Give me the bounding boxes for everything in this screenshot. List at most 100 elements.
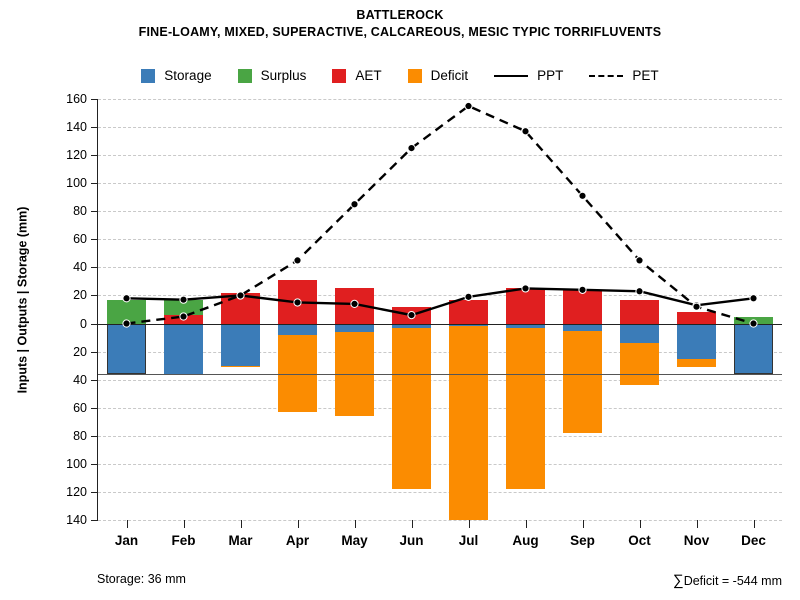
y-axis-tick xyxy=(91,407,98,409)
y-axis-tick xyxy=(91,183,98,185)
y-axis-tick xyxy=(91,127,98,129)
y-axis-tick-label: 100 xyxy=(66,176,87,191)
bar-segment-aet xyxy=(677,312,716,324)
x-axis-tick-label-jun: Jun xyxy=(399,533,424,548)
data-point-pet-jul xyxy=(464,101,473,111)
line-series-pet xyxy=(126,104,754,325)
data-point-ppt-apr xyxy=(293,298,302,307)
legend-item-surplus[interactable]: Surplus xyxy=(237,68,306,83)
bar-segment-surplus xyxy=(164,299,203,316)
y-axis-tick-label: 140 xyxy=(66,513,87,527)
y-axis-tick xyxy=(91,155,98,157)
gridline xyxy=(98,183,782,185)
gridline xyxy=(98,407,782,409)
gridline xyxy=(98,99,782,100)
x-axis-tick-label-dec: Dec xyxy=(741,533,766,548)
legend-item-ppt[interactable]: PPT xyxy=(494,68,563,83)
x-axis-tick-label-oct: Oct xyxy=(628,533,651,548)
x-axis-tick-label-mar: Mar xyxy=(228,533,253,548)
gridline xyxy=(98,295,782,297)
y-axis-tick xyxy=(91,295,98,297)
bar-segment-storage xyxy=(278,323,317,335)
legend-label: Storage xyxy=(164,68,212,83)
square-swatch xyxy=(237,68,252,83)
data-point-ppt-feb xyxy=(179,295,188,304)
legend-item-storage[interactable]: Storage xyxy=(141,68,212,83)
data-point-ppt-aug xyxy=(521,284,530,293)
page-title: BATTLEROCK xyxy=(356,8,444,22)
x-axis-tick-label-apr: Apr xyxy=(285,533,310,548)
bar-segment-deficit xyxy=(392,327,431,490)
data-point-pet-aug xyxy=(521,127,530,136)
x-axis-tick-label-nov: Nov xyxy=(683,533,710,548)
y-axis-tick-label: 100 xyxy=(66,456,87,471)
square-swatch xyxy=(141,68,156,83)
gridline xyxy=(98,267,782,269)
data-point-ppt-jan xyxy=(122,294,131,303)
chart-legend: Storage Surplus AET Deficit PPT PET xyxy=(0,68,800,83)
bar-segment-storage xyxy=(449,323,488,327)
y-axis-tick xyxy=(91,267,98,269)
gridline xyxy=(98,351,782,353)
bar-segment-storage xyxy=(677,323,716,359)
line-series-overlay xyxy=(122,101,758,328)
y-axis-tick-label: 20 xyxy=(73,344,87,359)
y-axis-spine xyxy=(97,99,98,520)
x-axis-tick xyxy=(525,520,527,528)
data-point-pet-jun xyxy=(407,144,416,153)
line-series-ppt xyxy=(126,287,754,317)
x-axis-tick-label-aug: Aug xyxy=(512,533,539,548)
x-axis-tick-label-jan: Jan xyxy=(114,533,139,548)
legend-item-aet[interactable]: AET xyxy=(332,68,382,83)
data-point-pet-dec xyxy=(749,319,758,328)
y-axis-tick-label: 80 xyxy=(73,428,87,443)
x-axis-tick xyxy=(468,520,470,528)
gridline xyxy=(98,155,782,157)
gridline xyxy=(98,379,782,381)
data-point-pet-mar xyxy=(236,291,245,300)
dashed-line xyxy=(589,74,624,77)
data-point-pet-sep xyxy=(578,191,587,200)
x-axis-tick xyxy=(297,520,299,528)
data-point-ppt-sep xyxy=(578,285,587,294)
y-axis-tick xyxy=(91,520,98,521)
y-axis-tick-label: 0 xyxy=(80,316,87,331)
bar-segment-deficit xyxy=(278,334,317,412)
deficit-annotation-text: Deficit = -544 mm xyxy=(683,574,782,588)
y-axis-tick xyxy=(91,211,98,213)
y-axis-tick xyxy=(91,323,98,325)
y-axis-tick xyxy=(91,379,98,381)
bar-segment-storage xyxy=(107,323,146,375)
y-axis-tick xyxy=(91,435,98,437)
x-axis-tick xyxy=(240,520,242,528)
x-axis-tick xyxy=(354,520,356,528)
square-swatch xyxy=(332,68,347,83)
legend-item-deficit[interactable]: Deficit xyxy=(407,68,469,83)
data-point-pet-oct xyxy=(635,256,644,265)
bar-segment-aet xyxy=(449,299,488,324)
data-point-ppt-may xyxy=(350,299,359,308)
data-point-pet-nov xyxy=(692,302,701,311)
bar-segment-storage xyxy=(221,323,260,366)
x-axis-tick xyxy=(582,520,584,528)
legend-item-pet[interactable]: PET xyxy=(589,68,659,83)
y-axis-tick xyxy=(91,491,98,493)
bar-segment-deficit xyxy=(449,326,488,520)
storage-annotation: Storage: 36 mm xyxy=(97,572,186,586)
deficit-annotation: ∑Deficit = -544 mm xyxy=(673,572,782,589)
data-point-pet-feb xyxy=(179,312,188,321)
y-axis-tick xyxy=(91,99,98,100)
x-axis-tick xyxy=(639,520,641,528)
y-axis-tick-label: 80 xyxy=(73,204,87,219)
data-point-ppt-oct xyxy=(635,287,644,296)
sigma-icon: ∑ xyxy=(673,572,684,589)
y-axis-tick xyxy=(91,463,98,465)
y-axis-tick-label: 140 xyxy=(66,120,87,135)
x-axis-tick xyxy=(696,520,698,528)
bar-segment-surplus xyxy=(107,299,146,324)
bar-segment-storage xyxy=(392,323,431,328)
bar-segment-storage xyxy=(734,323,773,375)
legend-label: PPT xyxy=(537,68,564,83)
legend-label: Deficit xyxy=(430,68,469,83)
data-point-pet-jan xyxy=(122,319,131,328)
